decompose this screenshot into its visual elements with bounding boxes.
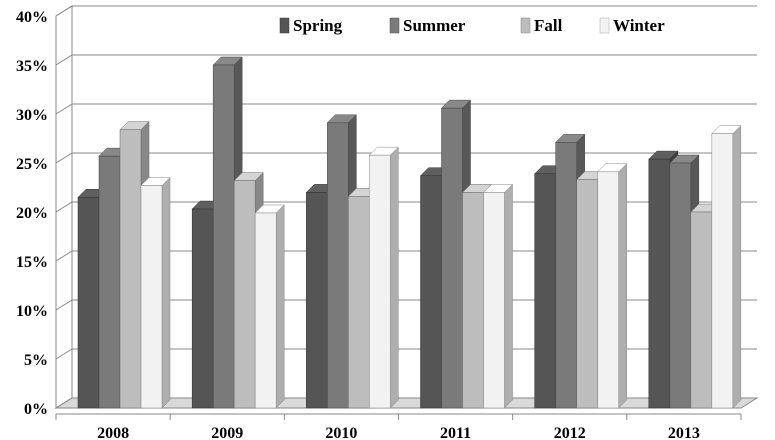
bar-front: [576, 179, 598, 409]
y-tick-label: 5%: [24, 352, 48, 369]
bar-front: [233, 180, 256, 409]
bar-side: [504, 183, 513, 409]
y-axis-ticks: 0% 5% 10% 15% 20% 25% 30% 35% 40%: [16, 9, 48, 418]
bar-side: [390, 146, 399, 409]
x-category-label: 2010: [325, 425, 357, 440]
bar-front: [306, 192, 328, 409]
bar-front: [534, 173, 556, 409]
y-tick-label: 35%: [16, 58, 48, 75]
bar-front: [555, 142, 577, 409]
gridline: [55, 250, 757, 262]
x-category-label: 2013: [668, 425, 700, 440]
y-tick-label: 40%: [16, 9, 48, 26]
gridline: [55, 201, 757, 213]
bar-front: [690, 211, 713, 409]
bar-winter-2009: [254, 204, 285, 409]
x-axis-labels: 2008 2009 2010 2011 2012 2013: [97, 425, 700, 440]
legend-swatch-summer: [389, 17, 400, 34]
x-category-label: 2008: [97, 425, 129, 440]
legend-swatch-spring: [279, 17, 290, 34]
bar-side: [618, 163, 627, 409]
x-category-label: 2009: [211, 425, 243, 440]
bar-front: [597, 171, 619, 409]
bar-front: [191, 208, 214, 409]
bar-front: [119, 129, 142, 409]
x-category-label: 2011: [440, 425, 471, 440]
y-tick-label: 25%: [16, 156, 48, 173]
bar-front: [462, 192, 484, 409]
y-tick-label: 30%: [16, 107, 48, 124]
bar-side: [161, 176, 171, 409]
gridline: [55, 5, 757, 17]
gridline: [55, 54, 757, 66]
legend-label-fall: Fall: [534, 16, 563, 35]
legend: Spring Summer Fall Winter: [279, 16, 665, 35]
bar-front: [98, 155, 121, 409]
bar-front: [369, 154, 391, 409]
gridline: [55, 348, 757, 360]
bar-winter-2010: [368, 146, 399, 409]
bar-winter-2008: [140, 176, 171, 409]
x-category-label: 2012: [554, 425, 586, 440]
legend-label-winter: Winter: [613, 16, 665, 35]
bar-front: [327, 122, 349, 409]
gridlines: [55, 5, 757, 409]
bar-winter-2013: [711, 124, 742, 409]
gridline: [55, 103, 757, 115]
gridline: [55, 152, 757, 164]
bar-front: [483, 192, 505, 409]
bar-side: [732, 124, 742, 409]
bar-front: [77, 197, 100, 409]
bar-front: [648, 158, 671, 409]
bar-front: [669, 162, 692, 409]
y-tick-label: 10%: [16, 303, 48, 320]
bar-front: [348, 196, 370, 409]
bar-winter-2011: [482, 183, 514, 409]
bar-front: [212, 64, 235, 409]
bar-front: [254, 212, 277, 409]
legend-swatch-fall: [520, 17, 531, 34]
bar-front: [420, 175, 442, 409]
bar-front: [140, 185, 163, 409]
legend-label-summer: Summer: [403, 16, 466, 35]
y-tick-label: 15%: [16, 254, 48, 271]
gridline: [55, 397, 757, 409]
legend-swatch-winter: [599, 17, 610, 34]
bar-front: [441, 107, 463, 409]
y-tick-label: 20%: [16, 205, 48, 222]
y-tick-label: 0%: [24, 401, 48, 418]
bar-side: [275, 204, 285, 409]
legend-label-spring: Spring: [293, 16, 343, 35]
bars: [77, 56, 742, 409]
gridline: [55, 299, 757, 311]
bar-winter-2012: [597, 163, 628, 409]
bar-front: [711, 133, 734, 409]
